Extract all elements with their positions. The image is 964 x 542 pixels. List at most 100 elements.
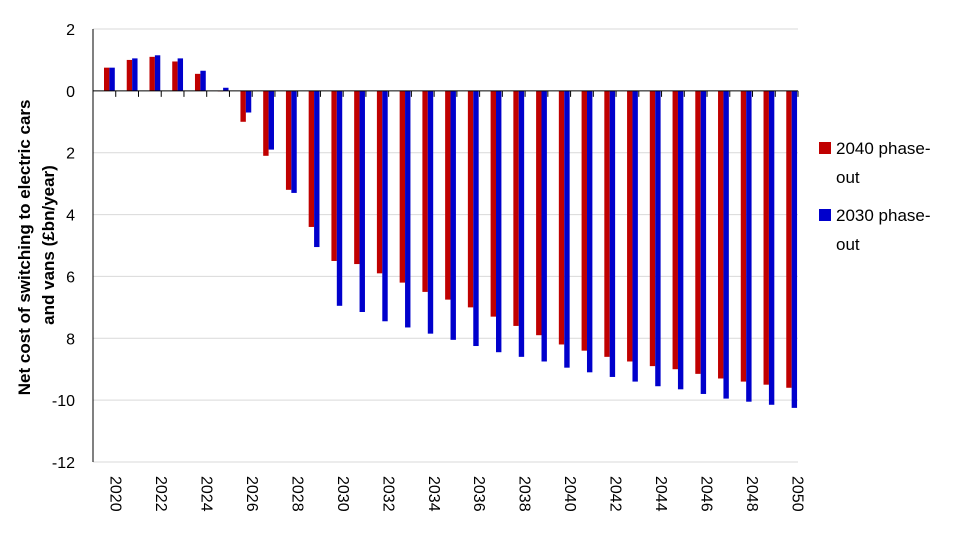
y-tick-label-6: -10: [52, 393, 75, 410]
bar-2040-2023: [172, 61, 178, 91]
bar-2040-2021: [126, 59, 133, 91]
x-tick-label-2046: 2046: [698, 476, 715, 512]
bar-2040-2037: [490, 90, 497, 317]
y-tick-label-1: 0: [66, 84, 75, 101]
legend-label-2040-line-2: out: [836, 168, 860, 187]
bar-2040-2046: [695, 90, 701, 374]
bar-2040-2050: [786, 90, 792, 388]
bar-2040-2035: [445, 90, 451, 300]
y-axis-label-line-2: and vans (£bn/year): [39, 165, 58, 325]
bar-2030-2046: [700, 90, 707, 394]
legend-label-2030-line-2: out: [836, 235, 860, 254]
axes: [92, 29, 799, 462]
x-tick-label-2050: 2050: [789, 476, 806, 512]
bar-2030-2043: [632, 90, 638, 382]
bar-2030-2042: [609, 90, 616, 377]
bar-2030-2035: [450, 90, 456, 340]
x-tick-label-2020: 2020: [106, 476, 123, 512]
x-tick-labels: 2020 2022 2024 2026 2028 2030 2032 2034 2036 2038…: [106, 476, 805, 512]
bar-2030-2048: [746, 90, 752, 402]
x-tick-label-2034: 2034: [425, 476, 442, 512]
bar-2030-2034: [427, 90, 434, 334]
legend-label-2040: 2040 phase- out: [836, 139, 935, 187]
x-tick-label-2024: 2024: [197, 476, 214, 512]
bar-2030-2024: [200, 70, 206, 91]
bar-2040-2044: [649, 90, 656, 367]
y-tick-label-7: -12: [52, 455, 75, 472]
bar-2030-2032: [382, 90, 388, 322]
bar-2030-2028: [291, 90, 297, 193]
bar-2040-2027: [263, 90, 269, 156]
x-tick-label-2040: 2040: [561, 476, 578, 512]
y-tick-label-3: 4: [66, 208, 75, 225]
legend-label-2040-line-1: 2040 phase-: [836, 139, 931, 158]
bar-2040-2026: [240, 90, 246, 122]
bar-2040-2034: [422, 90, 428, 292]
legend-label-2030: 2030 phase- out: [836, 206, 935, 254]
bar-2040-2038: [513, 90, 519, 326]
y-axis-label: Net cost of switching to electric cars a…: [15, 95, 58, 395]
x-tick-label-2030: 2030: [334, 476, 351, 512]
bar-2030-2031: [359, 90, 365, 312]
y-tick-label-0: 2: [66, 22, 75, 39]
y-tick-label-5: 8: [66, 331, 75, 348]
bar-2030-2025: [223, 87, 229, 91]
bar-2030-2030: [336, 90, 343, 306]
bar-2030-2041: [586, 90, 593, 373]
bar-2040-2049: [763, 90, 769, 385]
y-tick-label-2: 2: [66, 146, 75, 163]
bar-2030-2049: [768, 90, 775, 405]
bar-2040-2032: [376, 90, 383, 274]
bar-2030-2023: [177, 58, 184, 91]
bar-2040-2033: [399, 90, 406, 283]
bar-2040-2042: [604, 90, 610, 357]
bar-2040-2022: [149, 56, 155, 91]
x-tick-label-2028: 2028: [288, 476, 305, 512]
bar-2040-2043: [627, 90, 633, 362]
x-tick-label-2036: 2036: [470, 476, 487, 512]
bar-2040-2045: [672, 90, 678, 370]
bar-2030-2050: [791, 90, 798, 408]
x-tick-label-2032: 2032: [379, 476, 396, 512]
bar-2030-2027: [268, 90, 274, 150]
bar-2030-2036: [473, 90, 479, 347]
bar-2030-2040: [564, 90, 570, 368]
x-tick-label-2042: 2042: [607, 476, 624, 512]
bar-2040-2031: [354, 90, 360, 265]
bar-2030-2029: [314, 90, 320, 248]
x-tick-label-2048: 2048: [743, 476, 760, 512]
bar-2040-2048: [740, 90, 747, 382]
bar-2030-2020: [109, 67, 115, 91]
bar-2040-2024: [194, 73, 201, 91]
bar-2030-2038: [518, 90, 525, 357]
bar-2040-2036: [467, 90, 474, 308]
x-tick-label-2044: 2044: [652, 476, 669, 512]
bar-2040-2028: [285, 90, 292, 190]
bar-2040-2040: [558, 90, 565, 345]
legend: 2040 phase- out 2030 phase- out: [819, 139, 935, 254]
bar-2030-2039: [541, 90, 547, 362]
x-tick-label-2022: 2022: [152, 476, 169, 512]
x-tick-label-2026: 2026: [243, 476, 260, 512]
x-tick-label-2038: 2038: [516, 476, 533, 512]
bar-2040-2030: [331, 90, 337, 261]
bar-2030-2033: [405, 90, 411, 328]
legend-label-2030-line-1: 2030 phase-: [836, 206, 931, 225]
bar-2030-2021: [132, 58, 138, 91]
legend-swatch-2040: [819, 142, 831, 154]
bar-2030-2026: [245, 90, 252, 113]
bar-2040-2020: [104, 67, 110, 91]
bar-2040-2047: [718, 90, 724, 379]
bar-2040-2029: [308, 90, 315, 227]
bar-2030-2022: [154, 55, 161, 91]
bar-2030-2037: [496, 90, 502, 353]
legend-swatch-2030: [819, 209, 831, 221]
y-tick-label-4: 6: [66, 269, 75, 286]
y-tick-labels: 2 0 2 4 6 8 -10 -12: [52, 22, 75, 472]
bar-2030-2047: [723, 90, 729, 399]
bars: [104, 55, 798, 408]
bar-2040-2039: [536, 90, 542, 336]
bar-2040-2041: [581, 90, 587, 351]
bar-2030-2044: [655, 90, 661, 387]
